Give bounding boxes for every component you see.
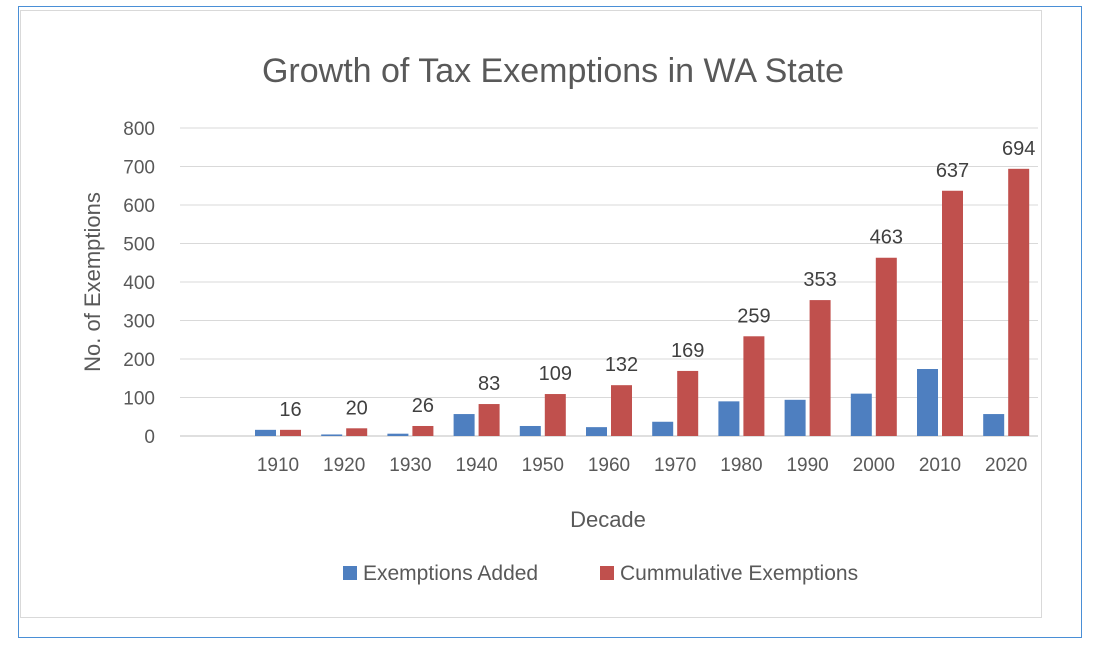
outer-frame	[18, 6, 1082, 638]
legend-swatch	[343, 566, 357, 580]
x-tick-label: 2020	[985, 455, 1027, 476]
bar-cumulative-exemptions	[809, 300, 831, 436]
x-axis-ticks: 1910 1920 1930 1940 1950 1960 1970 1980 1990 2000…	[257, 455, 1027, 476]
data-label: 259	[737, 305, 770, 327]
x-tick-label: 1990	[786, 455, 828, 476]
bar-exemptions-added	[321, 434, 343, 436]
y-tick-label: 500	[123, 235, 155, 256]
bar-cumulative-exemptions	[544, 394, 566, 436]
data-label: 83	[478, 373, 500, 395]
chart-title: Growth of Tax Exemptions in WA State	[262, 52, 844, 90]
bar-cumulative-exemptions	[875, 257, 897, 436]
data-label: 353	[803, 269, 836, 291]
bar-cumulative-exemptions	[942, 190, 963, 436]
x-tick-label: 1960	[588, 455, 630, 476]
bar-cumulative-exemptions	[1008, 168, 1030, 436]
bar-exemptions-added	[850, 393, 872, 436]
bar-exemptions-added	[255, 429, 276, 436]
x-tick-label: 1930	[389, 455, 431, 476]
bar-exemptions-added	[586, 427, 607, 436]
bar-cumulative-exemptions	[412, 425, 434, 436]
bar-exemptions-added	[387, 433, 409, 436]
bar-exemptions-added	[519, 425, 541, 436]
x-tick-label: 1970	[654, 455, 696, 476]
data-label: 169	[671, 340, 704, 362]
y-axis-title: No. of Exemptions	[80, 192, 105, 372]
x-tick-label: 1950	[522, 455, 564, 476]
y-tick-label: 600	[123, 196, 155, 217]
bar-exemptions-added	[718, 401, 740, 436]
y-tick-label: 400	[123, 273, 155, 294]
bar-exemptions-added	[917, 369, 938, 436]
bar-exemptions-added	[784, 399, 806, 436]
legend-label: Cummulative Exemptions	[620, 562, 858, 585]
data-labels: 16 20 26 83 109 132 169 259 353 463 637 694	[279, 138, 1035, 421]
legend-swatch	[600, 566, 614, 580]
bar-cumulative-exemptions	[346, 428, 368, 436]
legend: Exemptions Added Cummulative Exemptions	[343, 562, 858, 585]
y-tick-label: 0	[144, 427, 155, 448]
y-tick-label: 800	[123, 119, 155, 140]
data-label: 20	[346, 397, 368, 419]
chart-card	[20, 10, 1042, 618]
x-axis-title: Decade	[570, 507, 646, 532]
x-tick-label: 2000	[853, 455, 895, 476]
x-tick-label: 1920	[323, 455, 365, 476]
bar-exemptions-added	[453, 414, 475, 436]
x-tick-label: 1940	[455, 455, 497, 476]
bar-cumulative-exemptions	[478, 404, 500, 436]
x-tick-label: 2010	[919, 455, 961, 476]
bars	[255, 168, 1030, 436]
data-label: 463	[870, 227, 903, 249]
data-label: 16	[279, 399, 301, 421]
y-tick-label: 100	[123, 389, 155, 410]
y-tick-label: 200	[123, 350, 155, 371]
bar-cumulative-exemptions	[280, 429, 301, 436]
x-tick-label: 1980	[720, 455, 762, 476]
bar-cumulative-exemptions	[677, 370, 699, 436]
data-label: 26	[412, 395, 434, 417]
legend-label: Exemptions Added	[363, 562, 538, 585]
data-label: 109	[539, 363, 572, 385]
x-tick-label: 1910	[257, 455, 299, 476]
data-label: 637	[936, 160, 969, 182]
gridlines	[180, 127, 1038, 437]
data-label: 132	[605, 354, 638, 376]
data-label: 694	[1002, 138, 1035, 160]
y-tick-label: 300	[123, 312, 155, 333]
y-tick-label: 700	[123, 158, 155, 179]
bar-cumulative-exemptions	[611, 385, 632, 436]
bar-exemptions-added	[983, 414, 1005, 436]
bar-cumulative-exemptions	[743, 336, 765, 436]
bar-exemptions-added	[652, 421, 674, 436]
y-axis-ticks: 0 100 200 300 400 500 600 700 800	[123, 119, 155, 448]
